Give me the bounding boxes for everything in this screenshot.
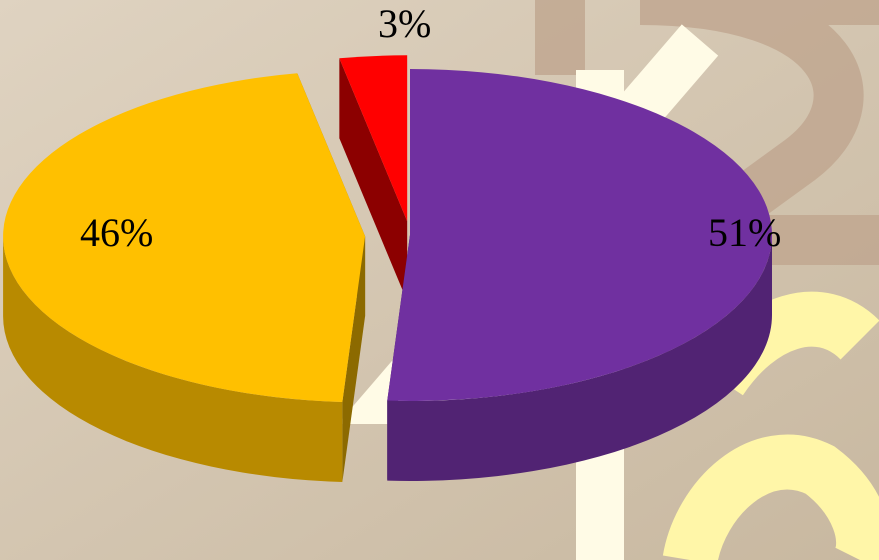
data-label: 51% — [708, 210, 781, 255]
pie: 51% 46% 3% — [3, 1, 781, 482]
data-label: 3% — [378, 1, 431, 46]
slice — [387, 69, 773, 481]
slice-side — [3, 236, 343, 482]
slice — [3, 73, 366, 482]
slice — [339, 55, 408, 222]
slice-side — [387, 235, 772, 481]
data-label: 46% — [80, 210, 153, 255]
slice — [339, 55, 408, 302]
slice-side — [339, 58, 408, 302]
slice — [3, 73, 366, 402]
slice — [387, 69, 773, 401]
